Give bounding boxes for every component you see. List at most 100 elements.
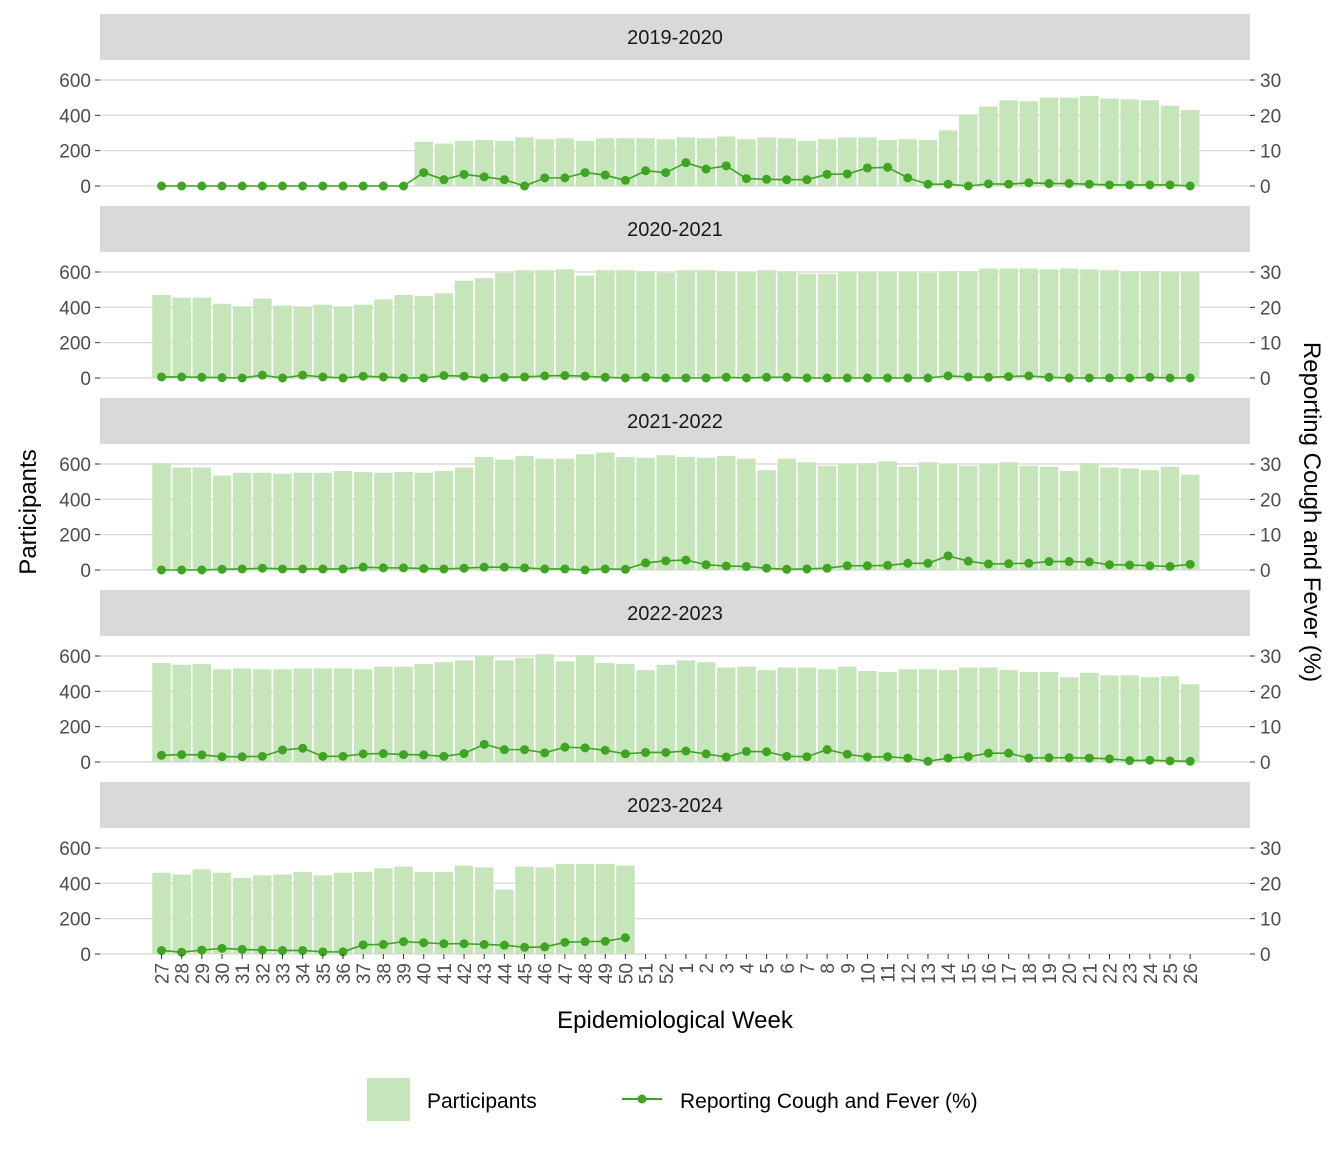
point-week-42 [459, 563, 469, 573]
participants-bars [414, 95, 1200, 186]
point-week-31 [237, 564, 247, 574]
point-week-14 [943, 753, 953, 763]
bar-week-27 [152, 872, 171, 954]
point-week-47 [560, 371, 570, 381]
point-week-22 [1104, 560, 1114, 570]
bar-week-10 [858, 463, 877, 570]
bar-week-16 [979, 667, 998, 762]
bar-week-38 [374, 472, 393, 570]
point-week-48 [580, 565, 590, 575]
bar-week-33 [273, 305, 292, 378]
point-week-13 [923, 756, 933, 766]
point-week-46 [540, 942, 550, 952]
bar-week-4 [737, 458, 756, 570]
bar-week-2 [696, 270, 716, 378]
bar-week-20 [1059, 268, 1079, 378]
bar-week-30 [212, 475, 232, 570]
x-tick-label: 42 [455, 963, 476, 984]
x-tick-label: 31 [233, 963, 254, 984]
participants-bars [152, 268, 1200, 378]
y-right-tick-label: 30 [1260, 647, 1281, 668]
x-tick-label: 25 [1161, 963, 1182, 984]
cough-fever-series [157, 158, 1195, 191]
point-week-37 [358, 940, 368, 950]
point-week-48 [580, 743, 590, 753]
x-tick-label: 13 [919, 963, 940, 984]
point-week-17 [1004, 559, 1014, 569]
bar-week-32 [253, 472, 272, 570]
bar-week-34 [293, 306, 312, 378]
point-week-47 [560, 173, 570, 183]
point-week-24 [1145, 372, 1155, 382]
bar-week-48 [575, 454, 595, 570]
bar-week-10 [858, 137, 877, 186]
point-week-1 [681, 158, 691, 168]
bar-week-19 [1039, 269, 1059, 378]
facet-strip [100, 590, 1250, 636]
y-axis-right-title: Reporting Cough and Fever (%) [1298, 342, 1325, 682]
x-tick-label: 5 [758, 963, 779, 974]
point-week-1 [681, 373, 691, 383]
bar-week-6 [777, 271, 797, 378]
point-week-12 [903, 373, 913, 383]
point-week-26 [1185, 756, 1195, 766]
bar-week-6 [777, 458, 797, 570]
bar-week-41 [434, 662, 454, 762]
point-week-22 [1104, 373, 1114, 383]
bar-week-26 [1180, 474, 1200, 570]
point-week-38 [378, 563, 388, 573]
bar-week-34 [293, 668, 312, 762]
point-week-11 [883, 162, 893, 172]
y-left-tick-label: 200 [59, 142, 91, 163]
x-tick-label: 27 [153, 963, 174, 984]
point-week-26 [1185, 373, 1195, 383]
point-week-41 [439, 751, 449, 761]
point-week-12 [903, 558, 913, 568]
point-week-37 [358, 562, 368, 572]
point-week-43 [479, 373, 489, 383]
x-tick-label: 45 [516, 963, 537, 984]
point-week-23 [1125, 756, 1135, 766]
bar-week-7 [797, 462, 817, 570]
point-week-7 [802, 564, 812, 574]
bar-week-51 [636, 138, 655, 186]
point-week-48 [580, 371, 590, 381]
bar-week-8 [817, 139, 837, 186]
bar-week-5 [757, 470, 776, 570]
point-week-14 [943, 371, 953, 381]
point-week-39 [399, 937, 409, 947]
bar-week-18 [1019, 465, 1039, 570]
point-week-47 [560, 937, 570, 947]
x-tick-label: 38 [374, 963, 395, 984]
bar-week-26 [1180, 684, 1200, 762]
x-tick-label: 46 [536, 963, 557, 984]
facet-strip-label: 2019-2020 [627, 27, 723, 49]
bar-week-36 [333, 668, 353, 762]
x-tick-label: 30 [213, 963, 234, 984]
bar-week-35 [313, 472, 333, 570]
bar-week-47 [555, 458, 575, 570]
bar-week-38 [374, 868, 393, 954]
bar-week-21 [1080, 269, 1099, 378]
point-week-40 [419, 750, 429, 760]
point-week-5 [762, 174, 772, 184]
point-week-35 [318, 751, 328, 761]
bar-week-13 [918, 272, 938, 378]
point-week-3 [721, 561, 731, 571]
point-week-25 [1165, 756, 1175, 766]
bar-week-49 [595, 452, 615, 570]
bar-week-50 [616, 663, 635, 762]
bar-week-52 [656, 664, 675, 762]
point-week-7 [802, 752, 812, 762]
bar-week-28 [172, 664, 191, 762]
point-week-5 [762, 563, 772, 573]
point-week-34 [298, 181, 308, 191]
x-tick-label: 24 [1141, 963, 1162, 985]
point-week-38 [378, 749, 388, 759]
bar-week-31 [232, 668, 252, 762]
cough-fever-line [161, 743, 1191, 763]
bar-week-16 [979, 106, 998, 186]
bar-week-28 [172, 874, 191, 954]
point-week-28 [177, 372, 187, 382]
point-week-43 [479, 172, 489, 182]
